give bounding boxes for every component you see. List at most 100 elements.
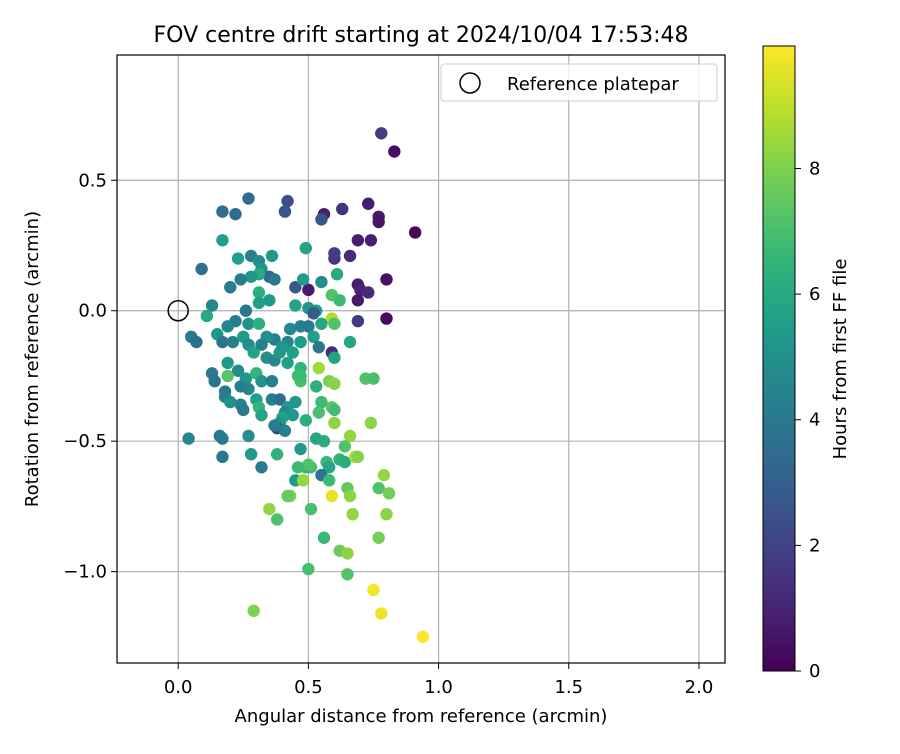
chart-title: FOV centre drift starting at 2024/10/04 … — [154, 23, 689, 48]
data-point — [281, 356, 294, 370]
colorbar-ticks: 0 2 4 6 8 — [795, 158, 820, 682]
data-point — [224, 395, 237, 409]
data-point — [286, 408, 299, 422]
colorbar-tick-label: 8 — [809, 158, 820, 179]
data-point — [255, 461, 268, 474]
data-point — [247, 604, 260, 618]
data-point — [336, 202, 349, 216]
data-point — [343, 429, 357, 443]
data-point — [343, 335, 357, 349]
reference-platepar-marker — [167, 299, 189, 322]
x-tick-label: 1.5 — [554, 677, 583, 698]
data-point — [312, 361, 325, 375]
data-point — [309, 380, 323, 393]
colorbar-tick-label: 4 — [809, 410, 820, 431]
data-point — [242, 192, 255, 205]
data-point — [382, 487, 396, 500]
data-point — [265, 374, 279, 388]
data-point — [364, 416, 378, 430]
data-point — [328, 247, 341, 260]
data-point — [312, 406, 325, 419]
data-point — [278, 205, 292, 218]
data-point — [302, 562, 315, 576]
grid-lines — [117, 55, 725, 663]
data-point — [388, 145, 401, 158]
data-point — [315, 395, 328, 409]
data-point — [315, 213, 328, 226]
data-point — [226, 335, 240, 349]
data-point — [234, 273, 247, 286]
data-point — [252, 286, 266, 299]
data-point — [372, 531, 385, 544]
data-point — [205, 299, 219, 312]
x-axis-title: Angular distance from reference (arcmin) — [235, 706, 608, 727]
data-point — [296, 474, 310, 487]
colorbar-gradient — [762, 45, 796, 672]
data-point — [343, 489, 357, 503]
data-point — [270, 448, 284, 461]
x-tick-label: 1.0 — [424, 677, 453, 698]
data-points — [167, 127, 430, 644]
data-point — [375, 607, 388, 620]
data-point — [216, 335, 229, 349]
data-point — [237, 403, 250, 417]
legend-frame — [440, 63, 718, 102]
data-point — [242, 429, 255, 443]
data-point — [328, 351, 341, 364]
data-point — [315, 317, 328, 330]
data-point — [323, 474, 336, 487]
data-point — [294, 369, 307, 383]
y-tick-label: 0.5 — [78, 170, 107, 191]
data-point — [255, 408, 268, 422]
data-point — [255, 374, 268, 388]
data-point — [299, 414, 312, 427]
data-point — [330, 267, 344, 281]
data-point — [328, 377, 341, 390]
data-point — [341, 547, 354, 560]
data-point — [289, 281, 302, 294]
plot-frame — [116, 54, 726, 664]
data-point — [247, 346, 260, 359]
data-point — [343, 249, 357, 263]
colorbar-tick-label: 2 — [809, 535, 820, 556]
data-point — [224, 281, 237, 294]
data-point — [351, 234, 365, 247]
data-point — [289, 299, 302, 312]
data-point — [242, 317, 255, 330]
data-point — [380, 273, 393, 286]
data-point — [289, 395, 302, 409]
data-point — [216, 450, 229, 464]
data-point — [346, 508, 359, 521]
data-point — [380, 312, 393, 325]
y-tick-label: 0.0 — [78, 301, 107, 322]
data-point — [362, 197, 375, 210]
data-point — [362, 286, 375, 299]
data-point — [252, 317, 266, 330]
data-point — [312, 341, 325, 354]
data-point — [299, 241, 312, 255]
data-point — [351, 450, 365, 464]
data-point — [278, 424, 292, 437]
data-point — [375, 127, 388, 140]
data-point — [244, 448, 258, 461]
data-point — [234, 380, 247, 393]
data-point — [190, 335, 203, 349]
data-point — [380, 508, 393, 521]
data-point — [263, 294, 276, 307]
data-point — [182, 432, 195, 445]
data-point — [273, 393, 286, 406]
data-point — [229, 207, 242, 221]
data-point — [263, 502, 276, 516]
data-point — [367, 372, 380, 385]
data-point — [283, 322, 297, 336]
data-point — [244, 270, 258, 284]
legend-reference-label: Reference platepar — [507, 74, 679, 95]
data-point — [268, 419, 281, 432]
data-point — [221, 369, 234, 383]
colorbar: 0 2 4 6 8 Hours from first FF file — [762, 45, 851, 682]
data-point — [221, 320, 234, 333]
y-axis-title: Rotation from reference (arcmin) — [22, 211, 43, 507]
data-point — [328, 317, 341, 330]
